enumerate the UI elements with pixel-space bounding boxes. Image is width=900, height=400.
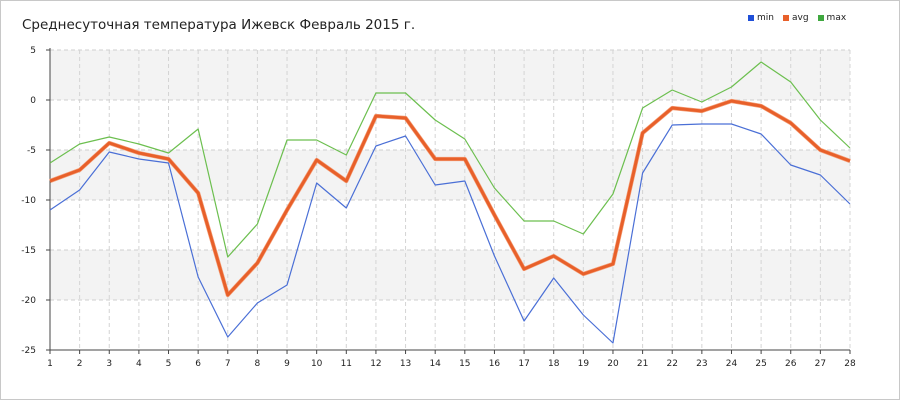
x-tick-label: 20 — [607, 359, 619, 369]
series-line-max — [49, 61, 851, 258]
y-tick-label: -25 — [21, 346, 36, 356]
y-tick-label: 0 — [30, 96, 36, 106]
x-tick-label: 2 — [77, 359, 83, 369]
legend-label-avg: avg — [791, 13, 809, 23]
x-tick-label: 7 — [225, 359, 231, 369]
y-tick-label: 5 — [30, 46, 36, 56]
series-line-avg — [49, 99, 851, 297]
x-tick-label: 15 — [459, 359, 470, 369]
legend-swatch-avg — [782, 15, 789, 21]
x-tick-label: 24 — [726, 359, 738, 369]
legend-label-max: max — [826, 13, 847, 23]
x-tick-label: 12 — [370, 359, 381, 369]
legend-swatch-min — [748, 15, 754, 21]
x-tick-label: 18 — [548, 359, 560, 369]
legend-item-min: min — [748, 13, 774, 23]
x-tick-label: 26 — [785, 359, 797, 369]
y-tick-label: -20 — [21, 296, 36, 306]
x-tick-label: 17 — [518, 359, 529, 369]
x-tick-label: 27 — [815, 359, 826, 369]
x-tick-label: 14 — [429, 359, 441, 369]
x-tick-label: 3 — [106, 359, 112, 369]
x-tick-label: 8 — [255, 359, 261, 369]
x-tick-label: 4 — [136, 359, 142, 369]
series-line-min — [49, 123, 851, 344]
x-tick-label: 13 — [400, 359, 411, 369]
x-tick-label: 1 — [47, 359, 53, 369]
x-tick-label: 16 — [489, 359, 501, 369]
x-tick-label: 11 — [341, 359, 352, 369]
grid-band — [50, 250, 850, 300]
y-tick-label: -5 — [27, 146, 36, 156]
x-tick-label: 25 — [755, 359, 766, 369]
x-tick-label: 5 — [166, 359, 172, 369]
x-tick-label: 28 — [844, 359, 856, 369]
legend-label-min: min — [757, 13, 774, 23]
y-tick-label: -15 — [21, 246, 36, 256]
x-tick-label: 10 — [311, 359, 323, 369]
chart-legend: min avg max — [748, 13, 846, 23]
y-tick-label: -10 — [21, 196, 36, 206]
chart-title: Среднесуточная температура Ижевск Феврал… — [22, 17, 416, 33]
x-tick-label: 9 — [284, 359, 290, 369]
x-tick-label: 6 — [195, 359, 201, 369]
legend-item-max: max — [817, 13, 847, 23]
legend-item-avg: avg — [782, 13, 809, 23]
legend-swatch-max — [817, 15, 824, 21]
grid-band — [50, 50, 850, 100]
x-tick-label: 19 — [578, 359, 590, 369]
x-tick-label: 21 — [637, 359, 648, 369]
x-tick-label: 22 — [666, 359, 677, 369]
x-tick-label: 23 — [696, 359, 707, 369]
